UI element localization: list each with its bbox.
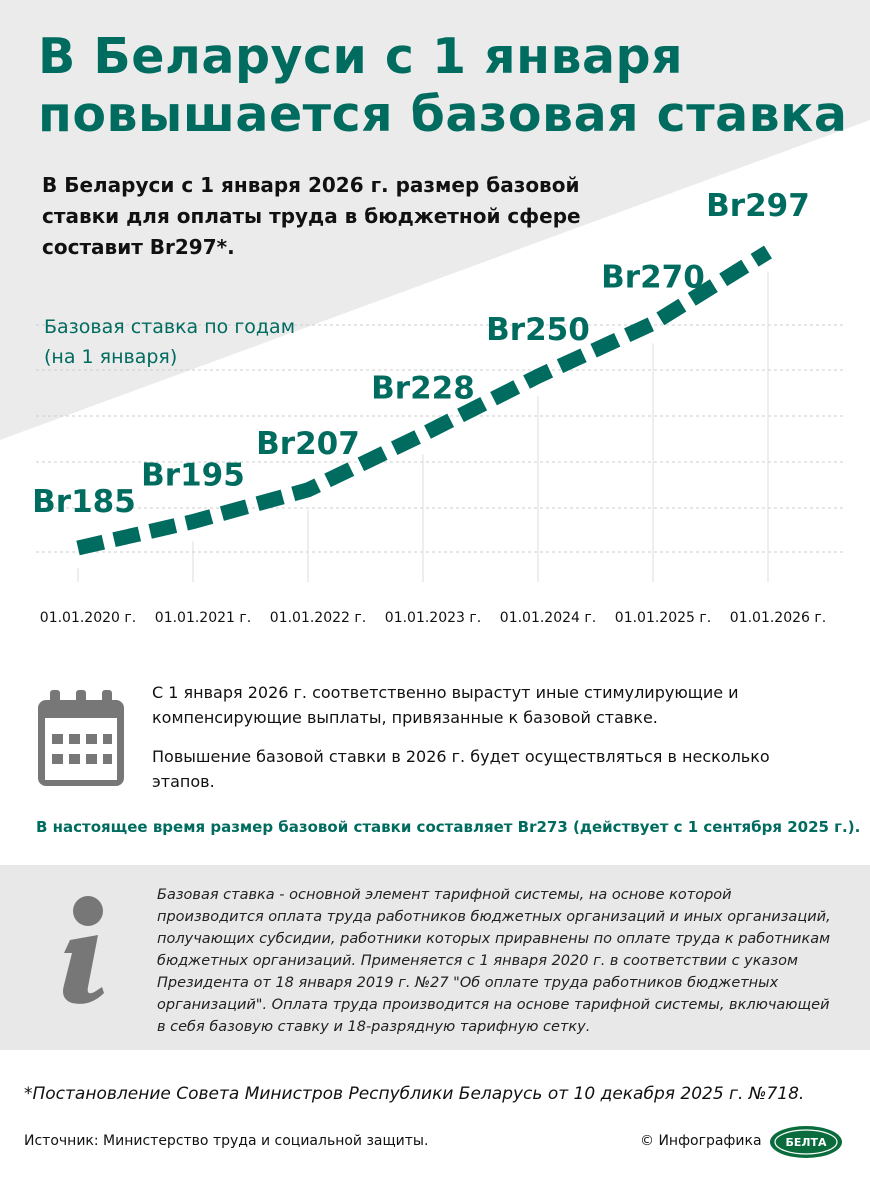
footnote: *Постановление Совета Министров Республи…: [24, 1084, 805, 1104]
title: В Беларуси с 1 января повышается базовая…: [38, 28, 848, 144]
info-box: [0, 865, 870, 1050]
x-tick-label: 01.01.2023 г.: [385, 610, 481, 626]
background-shape: [0, 0, 870, 440]
chart-title: Базовая ставка по годам (на 1 января): [44, 312, 295, 372]
info-text: Базовая ставка - основной элемент тарифн…: [157, 887, 831, 1035]
chart: Br185 01.01.2020 г. Br195 01.01.2021 г. Br20…: [0, 0, 870, 626]
value-label: Br195: [141, 458, 245, 494]
title-line: В Беларуси с 1 января: [38, 28, 684, 85]
data-line: [76, 245, 772, 556]
value-label: Br270: [601, 259, 705, 295]
x-tick-label: 01.01.2024 г.: [500, 610, 596, 626]
x-tick-label: 01.01.2026 г.: [730, 610, 826, 626]
x-tick-label: 01.01.2020 г.: [40, 610, 136, 626]
calendar-icon: [38, 690, 124, 786]
lead-line: составит Br297*.: [42, 235, 235, 259]
credit: © Инфографика: [640, 1133, 762, 1149]
note: С 1 января 2026 г. соответственно выраст…: [152, 683, 739, 727]
grid-decor: [36, 324, 845, 553]
x-tick-label: 01.01.2021 г.: [155, 610, 251, 626]
value-label: Br297: [706, 188, 810, 224]
value-label: Br228: [371, 370, 475, 406]
lead-line: ставки для оплаты труда в бюджетной сфер…: [42, 204, 581, 228]
info-icon: [63, 896, 104, 1004]
source: Источник: Министерство труда и социально…: [24, 1133, 429, 1149]
note: Повышение базовой ставки в 2026 г. будет…: [152, 747, 770, 791]
chart-title-line: (на 1 января): [44, 346, 178, 368]
x-tick-label: 01.01.2022 г.: [270, 610, 366, 626]
title-line: повышается базовая ставка: [38, 86, 848, 143]
logo-text: БЕЛТА: [785, 1136, 827, 1149]
value-label: Br250: [486, 312, 590, 348]
lead-line: В Беларуси с 1 января 2026 г. размер баз…: [42, 173, 580, 197]
value-label: Br207: [256, 426, 360, 462]
highlight: В настоящее время размер базовой ставки …: [36, 818, 861, 836]
logo: БЕЛТА: [770, 1126, 842, 1158]
chart-title-line: Базовая ставка по годам: [44, 316, 296, 338]
x-tick-label: 01.01.2025 г.: [615, 610, 711, 626]
value-label: Br185: [32, 484, 136, 520]
lead: В Беларуси с 1 января 2026 г. размер баз…: [42, 170, 581, 263]
